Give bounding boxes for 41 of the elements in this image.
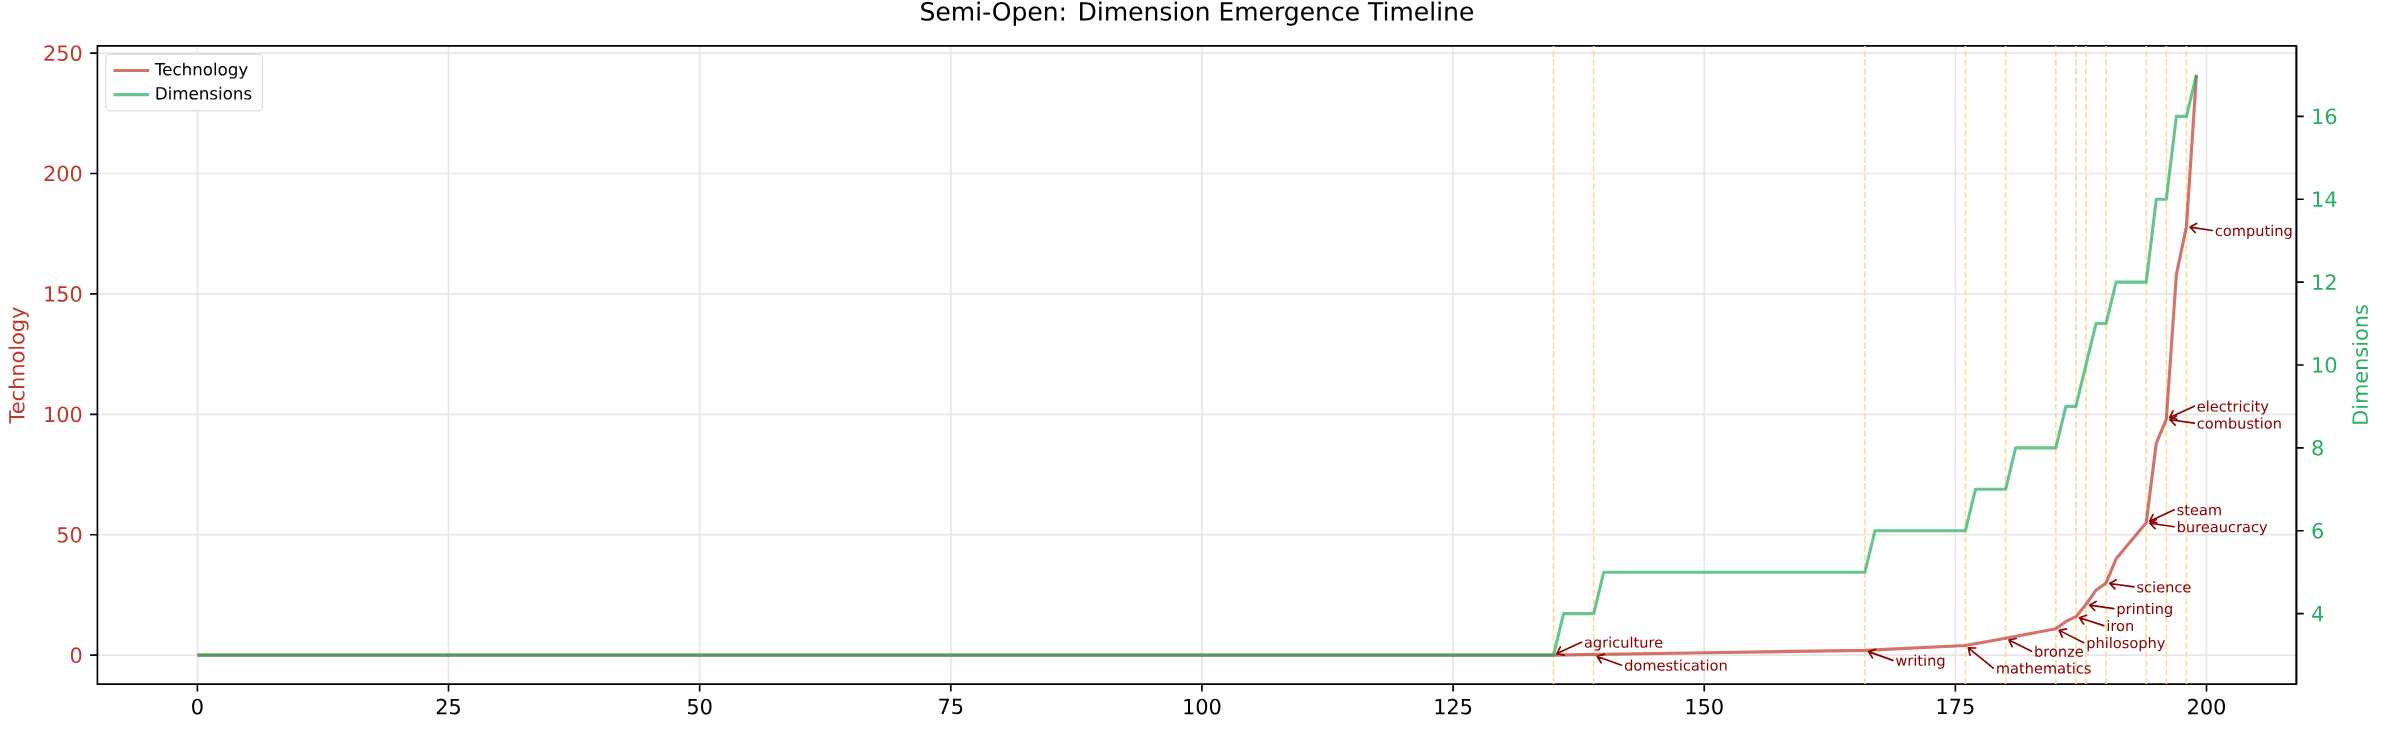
annotation: mathematics: [1997, 662, 2091, 674]
x-tick-label: 75: [939, 698, 963, 715]
y-tick-label: 200: [44, 165, 82, 182]
annotation: domestication: [1624, 659, 1727, 671]
y-tick-label: 50: [57, 526, 82, 543]
y2-tick-label: 8: [2312, 439, 2323, 456]
y-tick-label: 100: [45, 406, 82, 423]
y2-axis-title: Dimensions: [2351, 305, 2369, 424]
x-tick-label: 50: [688, 698, 712, 715]
x-tick-label: 175: [1937, 698, 1974, 715]
x-tick-label: 0: [192, 698, 203, 715]
y-tick-label: 150: [45, 286, 82, 302]
y-tick-label: 0: [70, 647, 82, 664]
y-axis-title: Technology: [8, 307, 29, 424]
annotation: electricity: [2197, 400, 2269, 415]
annotation: steam: [2177, 504, 2221, 516]
y-tick-label: 250: [44, 45, 82, 61]
annotation: philosophy: [2087, 637, 2166, 652]
legend-label: Dimensions: [156, 86, 252, 100]
y2-tick-label: 12: [2313, 274, 2336, 290]
annotation: writing: [1895, 654, 1945, 669]
y2-tick-label: 14: [2313, 191, 2337, 207]
y2-tick-label: 6: [2312, 522, 2324, 539]
x-tick-label: 25: [436, 698, 460, 715]
y2-tick-label: 16: [2313, 108, 2337, 125]
y2-tick-label: 10: [2313, 357, 2337, 373]
x-tick-label: 125: [1435, 698, 1472, 715]
y2-tick-label: 4: [2312, 606, 2324, 622]
annotation: computing: [2215, 224, 2292, 239]
x-tick-label: 150: [1686, 698, 1723, 715]
chart-title: Semi-Open: Dimension Emergence Timeline: [921, 1, 1473, 26]
annotation: iron: [2107, 619, 2133, 632]
x-tick-label: 200: [2188, 698, 2226, 715]
x-tick-label: 100: [1184, 698, 1221, 715]
annotation: bronze: [2035, 645, 2083, 657]
annotation: science: [2137, 581, 2191, 593]
annotation: agriculture: [1584, 636, 1663, 651]
annotation: combustion: [2197, 417, 2281, 429]
legend-label: Technology: [154, 62, 248, 79]
annotation: printing: [2117, 602, 2172, 618]
annotation: bureaucracy: [2177, 521, 2268, 536]
